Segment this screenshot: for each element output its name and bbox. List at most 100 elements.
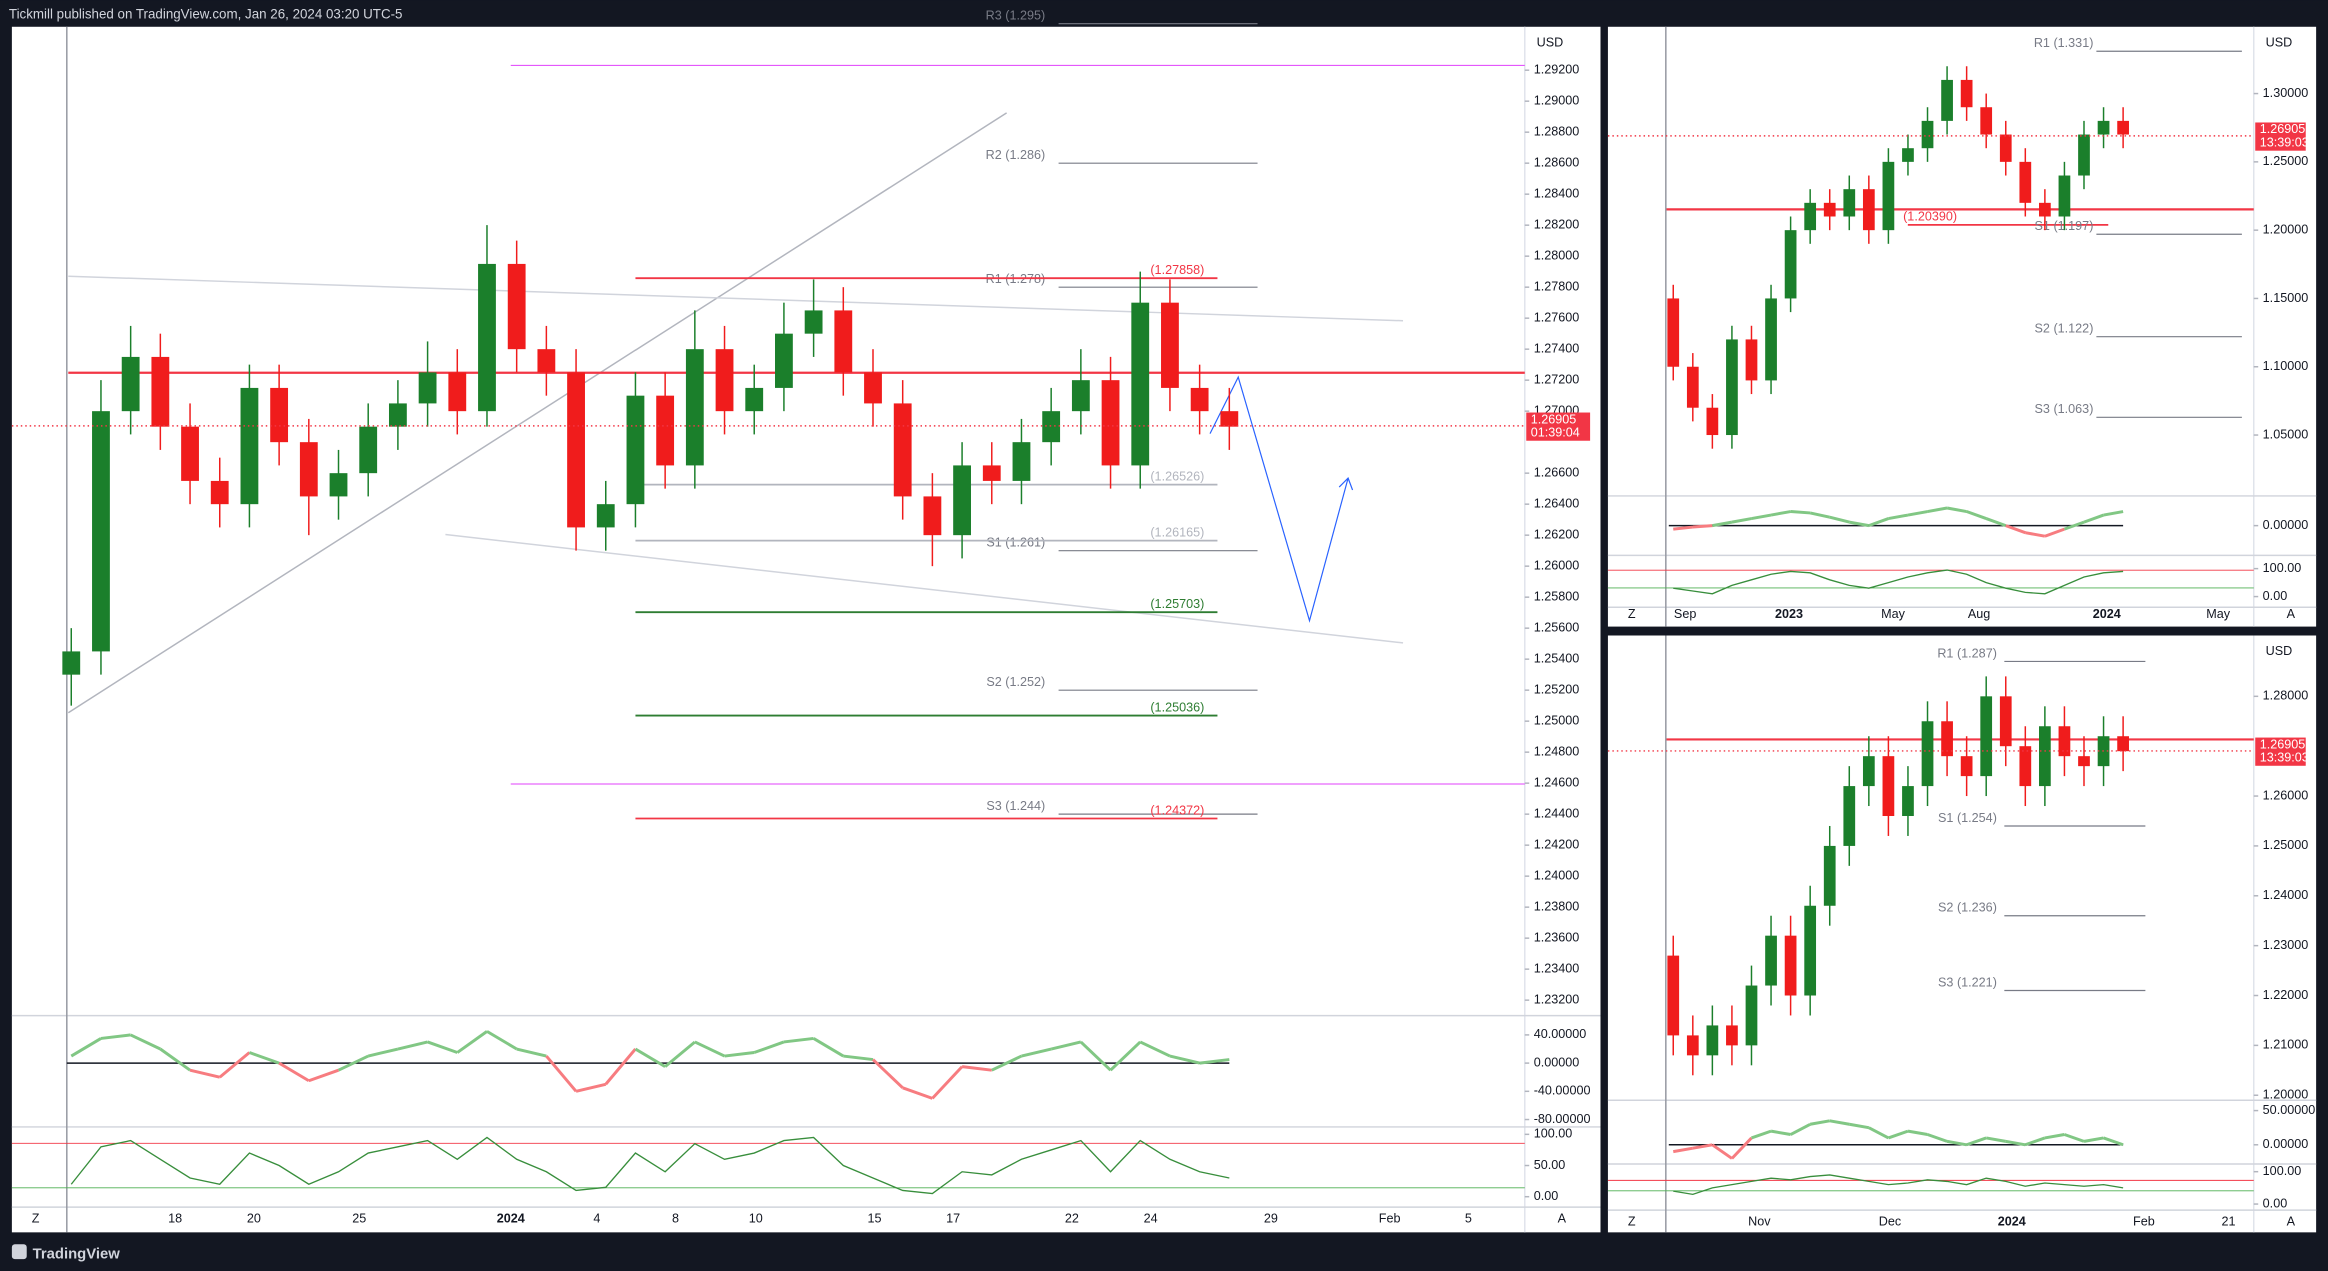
candle-body [1804,202,1817,231]
level-label: S1 (1.254) [1938,811,1997,825]
oscillator-segment [1109,1040,1142,1072]
oscillator-segment [486,1030,518,1051]
oscillator-segment [2044,1133,2065,1140]
x-tick-label: Dec [1879,1214,1901,1228]
y-tick-label: 1.26600 [1534,465,1580,479]
candle-body [2117,120,2129,135]
currency-label: USD [1537,35,1564,49]
y-tick-label: 0.00000 [1534,1055,1580,1069]
oscillator-segment [575,1082,607,1093]
level-label: (1.25703) [1150,597,1204,611]
y-tick-label: 1.28200 [1534,217,1580,231]
oscillator-segment [2063,1133,2085,1143]
level-label: S3 (1.221) [1938,975,1997,989]
candle-body [2039,202,2051,217]
y-tick-label: 1.23600 [1534,930,1580,944]
y-tick-label: 1.26000 [2263,788,2309,802]
candle-body [1686,366,1699,408]
candle-body [596,504,615,528]
candle-body [1726,339,1738,436]
oscillator-segment [812,1037,845,1058]
x-tick-label: 4 [593,1211,600,1225]
y-tick-label: 1.05000 [2263,427,2309,441]
oscillator-segment [2103,510,2124,517]
oscillator-segment [516,1047,547,1058]
y-tick-label: 1.28000 [1534,248,1580,262]
candle-body [656,395,675,466]
oscillator-segment [1199,1058,1230,1065]
axis-button[interactable]: A [2287,607,2296,621]
candle-body [626,395,645,505]
axis-button[interactable]: Z [1628,607,1636,621]
price-label: 1.26905 [2260,737,2306,751]
level-label: R1 (1.331) [2034,36,2094,50]
oscillator-segment [2024,1136,2046,1147]
candle-body [893,403,912,497]
axis-button[interactable]: Z [32,1211,40,1225]
y-tick-label: 1.27400 [1534,341,1580,355]
y-tick-label: 1.24000 [2263,888,2309,902]
y-tick-label: 1.29000 [1534,94,1580,108]
y-tick-label: 1.20000 [2263,222,2309,236]
y-tick-label: 1.25200 [1534,682,1580,696]
x-tick-label: 21 [2222,1214,2236,1228]
candle-body [1921,721,1934,787]
candle-body [1960,756,1973,777]
oscillator-segment [871,1058,904,1089]
stochastic-line [1673,569,2124,595]
oscillator-segment [1966,1136,1987,1147]
oscillator-segment [2063,520,2085,531]
oscillator-segment [604,1048,637,1086]
candle-body [1882,161,1895,231]
oscillator-segment [545,1055,578,1093]
axis-button[interactable]: Z [1628,1214,1636,1228]
y-tick-label: 1.29200 [1534,63,1580,77]
oscillator-segment [1711,1143,1733,1160]
candle-body [1902,148,1914,162]
y-tick-label: 0.00000 [2263,1137,2309,1151]
candle-body [1706,1025,1719,1056]
oscillator-segment [1907,510,1928,517]
x-tick-label: 2024 [497,1211,525,1225]
candle-body [864,372,882,404]
candle-body [1765,298,1777,381]
y-tick-label: 1.27200 [1534,372,1580,386]
candle-body [507,263,526,350]
y-tick-label: 50.00000 [2263,1103,2316,1117]
candle-body [775,333,793,388]
oscillator-segment [2083,513,2105,524]
x-tick-label: May [2206,607,2231,621]
y-tick-label: 0.00 [2263,1196,2288,1210]
price-label: 1.26905 [1531,412,1577,426]
candle-body [1902,786,1914,817]
oscillator-segment [1692,1143,1713,1150]
y-tick-label: 1.28000 [2263,689,2309,703]
oscillator-segment [278,1061,310,1083]
oscillator-segment [1692,524,1713,529]
candle-body [151,356,170,427]
oscillator-segment [1021,1047,1052,1058]
oscillator-segment [1730,1136,1753,1160]
oscillator-segment [130,1033,161,1051]
x-tick-label: 2024 [2093,607,2121,621]
candle-body [923,496,942,536]
candle-body [1042,411,1061,443]
oscillator-segment [1946,1139,1967,1147]
level-label: R3 (1.295) [986,9,1046,23]
candle-body [1941,79,1953,121]
oscillator-segment [1809,511,1831,519]
projection-arrow [1209,375,1354,623]
candle-body [1960,79,1973,108]
candle-body [1686,1035,1699,1056]
candle-body [982,465,1001,481]
y-tick-label: 1.25400 [1534,651,1580,665]
y-tick-label: 100.00 [1534,1127,1573,1141]
axis-button[interactable]: A [2287,1214,2296,1228]
axis-button[interactable]: A [1558,1211,1567,1225]
oscillator-segment [1673,525,1693,531]
candle-body [1843,189,1856,217]
y-tick-label: 1.20000 [2263,1088,2309,1102]
oscillator-segment [308,1068,340,1083]
candle-body [1765,935,1777,986]
